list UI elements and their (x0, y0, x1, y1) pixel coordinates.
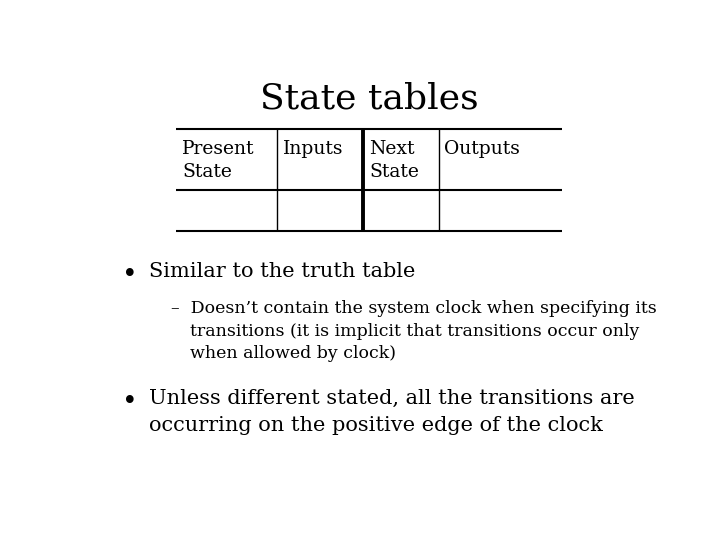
Text: Present: Present (182, 140, 255, 158)
Text: Unless different stated, all the transitions are: Unless different stated, all the transit… (148, 389, 634, 408)
Text: State: State (369, 163, 419, 181)
Text: State: State (182, 163, 232, 181)
Text: Next: Next (369, 140, 415, 158)
Text: State tables: State tables (260, 82, 478, 116)
Text: Similar to the truth table: Similar to the truth table (148, 262, 415, 281)
Text: transitions (it is implicit that transitions occur only: transitions (it is implicit that transit… (190, 322, 640, 340)
Text: •: • (122, 389, 138, 414)
Text: –  Doesn’t contain the system clock when specifying its: – Doesn’t contain the system clock when … (171, 300, 657, 317)
Text: occurring on the positive edge of the clock: occurring on the positive edge of the cl… (148, 416, 603, 435)
Text: Outputs: Outputs (444, 140, 521, 158)
Text: Inputs: Inputs (282, 140, 343, 158)
Text: when allowed by clock): when allowed by clock) (190, 346, 397, 362)
Text: •: • (122, 262, 138, 287)
